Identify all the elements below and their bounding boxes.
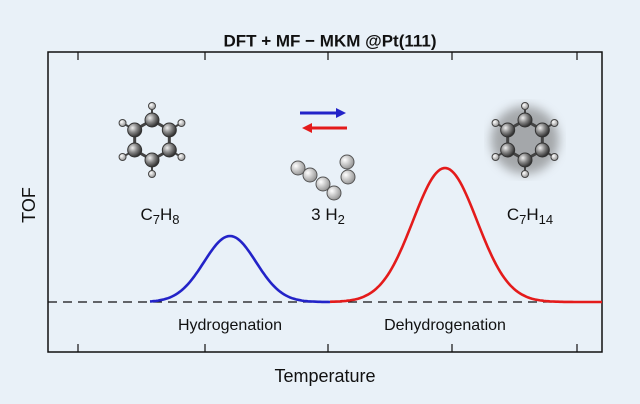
shape (118, 119, 127, 127)
frame (47, 51, 603, 353)
region-label: Hydrogenation (178, 317, 282, 334)
shape (148, 170, 156, 178)
shape (144, 112, 160, 128)
shape (127, 122, 143, 138)
title: DFT + MF − MKM @Pt(111) (223, 31, 436, 50)
shape (534, 142, 550, 158)
molecule-label: 3 H2 (311, 205, 345, 227)
hydrogen-molecules (290, 154, 356, 201)
shape (161, 142, 177, 158)
methylcyclohexane-model (491, 102, 559, 178)
shape (161, 122, 177, 138)
hydrogenation-curve (149, 234, 331, 304)
ticks (77, 52, 578, 352)
x-axis-label: Temperature (274, 366, 375, 386)
shape (491, 153, 500, 161)
dehydrogenation-curve (329, 166, 602, 304)
shape (500, 142, 516, 158)
shape (517, 112, 533, 128)
shape (144, 152, 160, 168)
shape (127, 142, 143, 158)
shape (550, 119, 559, 127)
shape (521, 102, 529, 110)
molecule-label: C7H14 (507, 205, 553, 227)
shape (177, 153, 186, 161)
shape (500, 122, 516, 138)
toluene-model (118, 102, 186, 178)
molecule-label: C7H8 (140, 205, 179, 227)
shape (517, 152, 533, 168)
shape (534, 122, 550, 138)
shape (521, 170, 529, 178)
shape (550, 153, 559, 161)
shape (148, 102, 156, 110)
arrows (300, 108, 347, 133)
shape (491, 119, 500, 127)
shape (177, 119, 186, 127)
shape (118, 153, 127, 161)
y-axis-label: TOF (19, 187, 39, 223)
region-label: Dehydrogenation (384, 317, 506, 334)
